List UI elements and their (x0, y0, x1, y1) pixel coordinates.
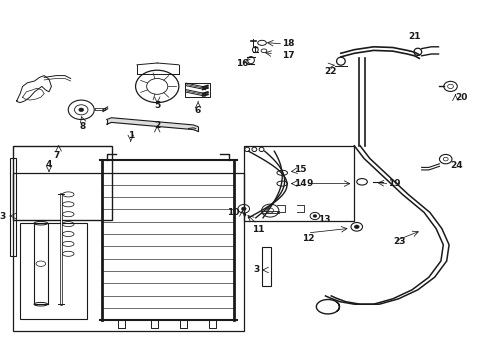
Text: 21: 21 (407, 32, 420, 41)
Circle shape (241, 207, 245, 211)
Text: 2: 2 (154, 121, 160, 130)
Text: ●: ● (243, 213, 246, 217)
Text: 23: 23 (392, 237, 405, 246)
Circle shape (312, 215, 316, 217)
Bar (262, 247, 270, 286)
Text: 24: 24 (449, 161, 462, 170)
Text: 12: 12 (302, 234, 314, 243)
Text: 16: 16 (236, 59, 248, 68)
Text: 3: 3 (0, 212, 6, 220)
Text: 18: 18 (282, 40, 294, 49)
Text: 10: 10 (226, 208, 239, 217)
Text: 15: 15 (294, 165, 306, 174)
Text: 19: 19 (387, 179, 400, 188)
Text: 3: 3 (252, 266, 259, 275)
Text: 14: 14 (294, 179, 306, 188)
Text: 17: 17 (282, 51, 294, 60)
Circle shape (354, 225, 358, 229)
Text: 9: 9 (305, 179, 312, 188)
Text: 11: 11 (251, 225, 264, 234)
Text: 1: 1 (127, 131, 134, 140)
Bar (13, 173, 243, 331)
Text: 5: 5 (154, 101, 160, 110)
Bar (243, 146, 354, 221)
Text: 13: 13 (318, 215, 330, 224)
Text: 20: 20 (454, 93, 467, 102)
Text: 7: 7 (53, 151, 60, 160)
Text: 22: 22 (324, 67, 336, 76)
Circle shape (79, 108, 83, 112)
Bar (20, 223, 87, 319)
Bar (10, 158, 16, 256)
Bar (13, 146, 111, 220)
Text: 8: 8 (80, 122, 85, 131)
Text: 4: 4 (46, 160, 52, 169)
Text: 6: 6 (195, 106, 201, 115)
